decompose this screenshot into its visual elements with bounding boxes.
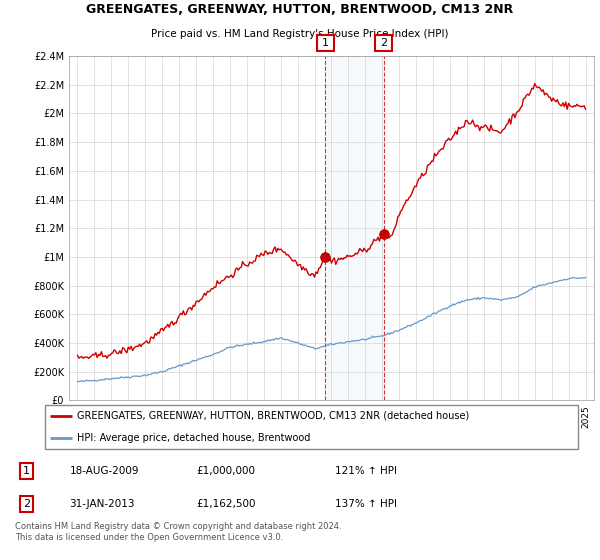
Text: GREENGATES, GREENWAY, HUTTON, BRENTWOOD, CM13 2NR (detached house): GREENGATES, GREENWAY, HUTTON, BRENTWOOD,… <box>77 410 469 421</box>
Text: 121% ↑ HPI: 121% ↑ HPI <box>335 466 397 476</box>
Text: HPI: Average price, detached house, Brentwood: HPI: Average price, detached house, Bren… <box>77 433 310 444</box>
Text: GREENGATES, GREENWAY, HUTTON, BRENTWOOD, CM13 2NR: GREENGATES, GREENWAY, HUTTON, BRENTWOOD,… <box>86 3 514 16</box>
Text: 18-AUG-2009: 18-AUG-2009 <box>70 466 139 476</box>
Text: 1: 1 <box>322 38 329 48</box>
Text: Price paid vs. HM Land Registry's House Price Index (HPI): Price paid vs. HM Land Registry's House … <box>151 29 449 39</box>
Bar <box>325 56 384 400</box>
Text: 31-JAN-2013: 31-JAN-2013 <box>70 499 135 509</box>
Text: 2: 2 <box>23 499 30 509</box>
Text: 137% ↑ HPI: 137% ↑ HPI <box>335 499 397 509</box>
FancyBboxPatch shape <box>45 405 578 449</box>
Bar <box>317 35 334 51</box>
Text: 2: 2 <box>380 38 387 48</box>
Text: £1,162,500: £1,162,500 <box>196 499 256 509</box>
Text: 1: 1 <box>23 466 30 476</box>
Bar <box>375 35 392 51</box>
Text: £1,000,000: £1,000,000 <box>196 466 256 476</box>
Text: Contains HM Land Registry data © Crown copyright and database right 2024.
This d: Contains HM Land Registry data © Crown c… <box>15 522 341 542</box>
